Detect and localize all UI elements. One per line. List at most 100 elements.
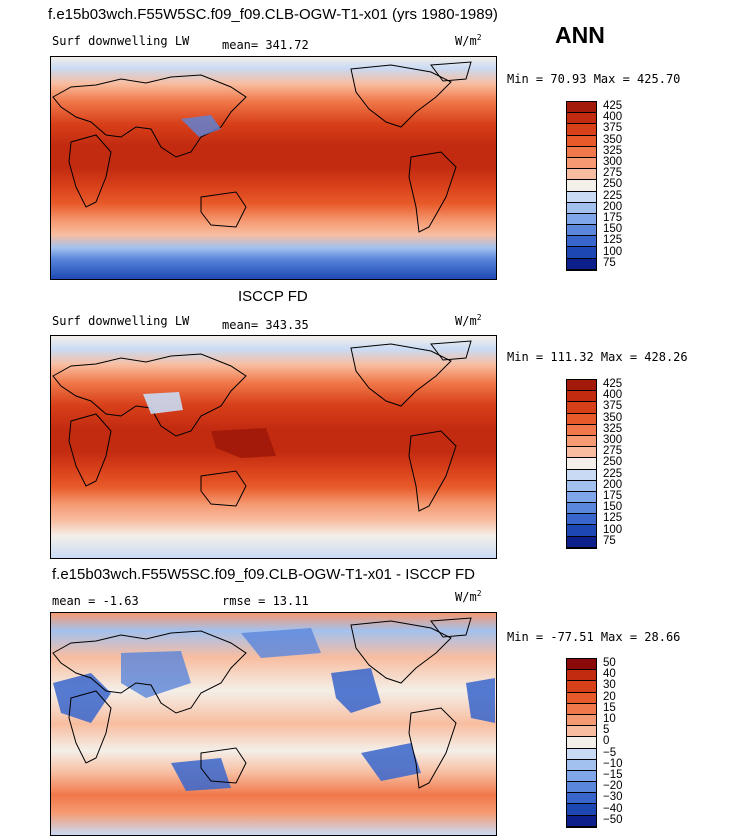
colorbar-tick-label: −50 [603,813,623,826]
colorbar-tick-label: 75 [603,256,616,269]
colorbar-tick-label: 175 [603,212,623,224]
colorbar-tick-label: −40 [603,802,623,815]
colorbar-tick-label: 250 [603,178,623,191]
rmse-label: rmse = 13.11 [222,594,309,608]
colorbar-obs [566,379,597,549]
colorbar-cell [567,380,596,392]
colorbar-cell [567,113,596,125]
colorbar-tick-label: 300 [603,156,623,168]
colorbar-cell [567,191,596,203]
colorbar-cell [567,804,596,816]
colorbar-cell [567,402,596,414]
colorbar-tick-label: 425 [603,100,623,112]
colorbar-tick-label: −5 [603,746,617,759]
colorbar-tick-label: 350 [603,133,623,146]
colorbar-tick-label: 425 [603,378,623,390]
colorbar-tick-label: 350 [603,411,623,424]
panel-heading: f.e15b03wch.F55W5SC.f09_f09.CLB-OGW-T1-x… [52,566,475,583]
map-model-svg [51,57,496,279]
colorbar-tick-label: 125 [603,234,623,247]
colorbar-tick-label: −20 [603,780,623,793]
colorbar-cell [567,759,596,771]
colorbar-tick-label: 225 [603,467,623,480]
colorbar-tick-label: 325 [603,144,623,157]
map-diff-svg [51,613,496,835]
colorbar-tick-label: −15 [603,769,623,781]
colorbar-cell [567,413,596,425]
colorbar-cell [567,213,596,226]
colorbar-tick-label: 150 [603,223,623,236]
units-label: W/m2 [455,589,482,604]
colorbar-tick-label: 5 [603,724,610,737]
colorbar-tick-label: 100 [603,523,623,536]
colorbar-cell [567,815,596,827]
variable-label: Surf downwelling LW [52,314,190,328]
colorbar-cell [567,469,596,481]
min-max-label: Min = 70.93 Max = 425.70 [507,72,681,86]
colorbar-cell [567,202,596,214]
map-model [50,56,497,280]
colorbar-cell [567,782,596,794]
mean-label: mean= 341.72 [222,38,309,52]
colorbar-cell [567,458,596,470]
colorbar-tick-label: 225 [603,189,623,202]
colorbar-tick-label: −30 [603,791,623,804]
colorbar-tick-label: 250 [603,456,623,469]
colorbar-cell [567,157,596,170]
plot-title: f.e15b03wch.F55W5SC.f09_f09.CLB-OGW-T1-x… [48,6,498,23]
colorbar-cell [567,435,596,448]
colorbar-tick-label: 325 [603,422,623,435]
min-max-label: Min = -77.51 Max = 28.66 [507,630,681,644]
colorbar-model [566,101,597,271]
colorbar-cell [567,536,596,548]
colorbar-cell [567,391,596,403]
units-label: W/m2 [455,33,482,48]
colorbar-tick-label: 0 [603,735,610,748]
colorbar-cell [567,124,596,136]
colorbar-tick-label: 375 [603,122,623,135]
colorbar-cell [567,714,596,727]
colorbar-cell [567,503,596,515]
colorbar-model-cells [567,102,596,270]
colorbar-cell [567,258,596,270]
colorbar-cell [567,424,596,436]
min-max-label: Min = 111.32 Max = 428.26 [507,350,688,364]
colorbar-tick-label: 200 [603,478,623,491]
colorbar-tick-label: 10 [603,713,616,725]
colorbar-tick-label: 400 [603,111,623,124]
colorbar-tick-label: 50 [603,657,616,669]
colorbar-cell [567,737,596,749]
colorbar-tick-label: 275 [603,167,623,180]
colorbar-tick-label: 175 [603,490,623,502]
colorbar-cell [567,703,596,715]
colorbar-tick-label: 20 [603,690,616,703]
colorbar-cell [567,236,596,248]
season-label: ANN [555,22,605,48]
colorbar-cell [567,102,596,114]
colorbar-cell [567,447,596,459]
mean-label: mean = -1.63 [52,594,139,608]
colorbar-tick-label: 375 [603,400,623,413]
map-obs [50,335,497,559]
colorbar-cell [567,770,596,783]
colorbar-cell [567,659,596,671]
colorbar-cell [567,135,596,147]
colorbar-cell [567,480,596,492]
mean-label: mean= 343.35 [222,318,309,332]
colorbar-cell [567,692,596,704]
colorbar-tick-label: −10 [603,757,623,770]
colorbar-tick-label: 30 [603,679,616,692]
colorbar-tick-label: 75 [603,534,616,547]
colorbar-cell [567,726,596,738]
colorbar-cell [567,146,596,158]
colorbar-diff [566,658,597,828]
colorbar-cell [567,247,596,259]
variable-label: Surf downwelling LW [52,34,190,48]
colorbar-cell [567,670,596,682]
colorbar-tick-label: 275 [603,445,623,458]
colorbar-cell [567,180,596,192]
map-diff [50,612,497,836]
colorbar-tick-label: 15 [603,701,616,714]
colorbar-cell [567,681,596,693]
colorbar-cell [567,748,596,760]
